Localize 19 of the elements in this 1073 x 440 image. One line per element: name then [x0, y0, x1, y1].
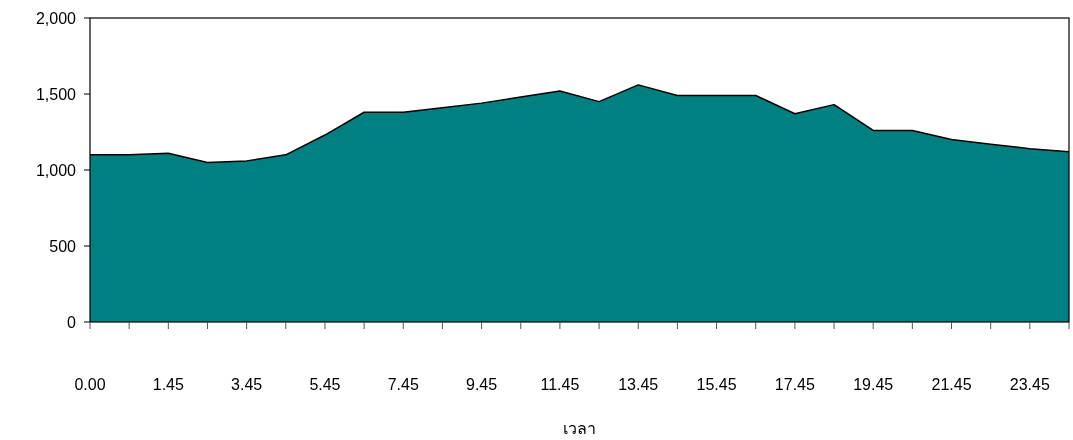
y-tick-label: 2,000 [35, 9, 77, 27]
x-tick-label: 15.45 [696, 375, 737, 393]
x-axis-title: เวลา [563, 419, 596, 437]
x-tick-label: 21.45 [931, 375, 972, 393]
x-tick-label: 7.45 [387, 375, 419, 393]
x-tick-label: 13.45 [618, 375, 659, 393]
y-tick-label: 0 [67, 313, 77, 331]
x-tick-label: 19.45 [853, 375, 894, 393]
x-tick-label: 3.45 [231, 375, 263, 393]
x-tick-label: 0.00 [74, 375, 106, 393]
x-tick-label: 17.45 [774, 375, 815, 393]
y-tick-label: 500 [49, 237, 77, 255]
x-tick-label: 23.45 [1009, 375, 1050, 393]
y-tick-label: 1,500 [35, 85, 77, 103]
y-tick-label: 1,000 [35, 161, 77, 179]
x-tick-label: 11.45 [540, 375, 580, 393]
x-tick-label: 5.45 [309, 375, 341, 393]
x-tick-label: 9.45 [466, 375, 498, 393]
x-tick-label: 1.45 [152, 375, 184, 393]
